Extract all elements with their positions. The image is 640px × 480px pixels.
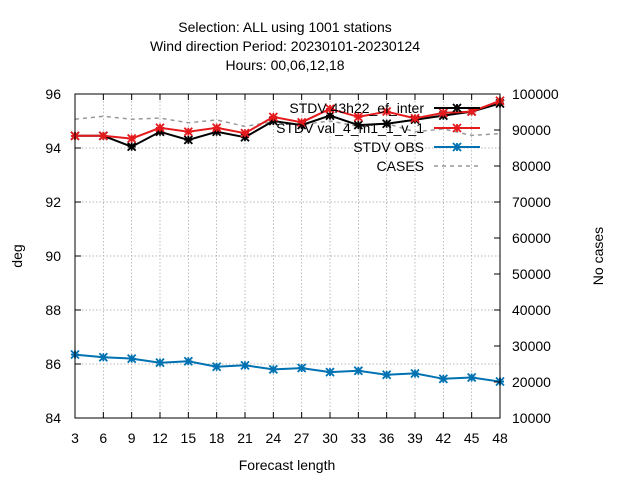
y-tick-label: 84 (45, 410, 61, 426)
y-tick-label: 86 (45, 356, 61, 372)
data-point (467, 372, 477, 383)
y2-tick-label: 100000 (512, 86, 559, 102)
legend-label: STDV OBS (353, 139, 424, 155)
data-point (353, 366, 363, 376)
grid (75, 94, 500, 418)
data-point (155, 127, 165, 137)
y-axis-label: deg (9, 244, 25, 267)
data-point (268, 112, 278, 122)
data-point (410, 368, 420, 379)
y2-tick-label: 20000 (512, 374, 551, 390)
x-tick-label: 45 (464, 430, 480, 446)
chart-title: Selection: ALL using 1001 stations Wind d… (150, 19, 420, 73)
x-tick-label: 3 (71, 430, 79, 446)
data-point (410, 113, 420, 123)
x-tick-label: 30 (322, 430, 338, 446)
plot-series (70, 96, 505, 387)
data-point (183, 135, 193, 145)
series-1 (70, 96, 505, 144)
x-tick-label: 33 (351, 430, 367, 446)
legend-label: STDV 43h22_ef_inter (289, 100, 424, 116)
title-line-2: Wind direction Period: 20230101-20230124 (150, 38, 420, 54)
legend-marker (452, 142, 462, 152)
y2-tick-label: 80000 (512, 158, 551, 174)
data-point (438, 374, 448, 384)
x-tick-label: 42 (436, 430, 452, 446)
data-point (155, 123, 165, 133)
data-point (325, 367, 335, 377)
y-tick-label: 96 (45, 86, 61, 102)
x-tick-label: 36 (379, 430, 395, 446)
x-tick-label: 39 (407, 430, 423, 446)
data-point (467, 106, 477, 117)
y2-tick-label: 40000 (512, 302, 551, 318)
data-point (212, 362, 222, 372)
data-point (127, 133, 137, 144)
x-axis-label: Forecast length (239, 457, 336, 473)
data-point (98, 352, 108, 362)
x-axis: 3 6 9 12 15 18 21 24 27 30 33 36 39 42 45 48 (71, 94, 508, 446)
x-tick-label: 9 (128, 430, 136, 446)
data-point (127, 142, 137, 152)
data-point (212, 123, 222, 133)
x-tick-label: 18 (209, 430, 225, 446)
data-point (382, 119, 392, 129)
y2-tick-label: 10000 (512, 410, 551, 426)
data-point (325, 104, 335, 114)
data-point (382, 106, 392, 117)
x-tick-label: 21 (237, 430, 253, 446)
y2-tick-label: 30000 (512, 338, 551, 354)
y-tick-label: 94 (45, 140, 61, 156)
title-line-3: Hours: 00,06,12,18 (225, 57, 344, 73)
data-point (240, 360, 250, 370)
y-tick-label: 88 (45, 302, 61, 318)
x-tick-label: 12 (152, 430, 168, 446)
data-point (268, 364, 278, 375)
data-point (353, 112, 363, 122)
series-line (75, 102, 501, 148)
title-line-1: Selection: ALL using 1001 stations (178, 19, 392, 35)
data-point (268, 116, 278, 126)
data-point (98, 131, 108, 141)
data-point (325, 110, 335, 121)
data-point (127, 353, 137, 364)
data-point (240, 128, 250, 138)
data-point (155, 358, 165, 368)
data-point (297, 363, 307, 373)
y2-axis: 10000 20000 30000 40000 50000 60000 70000 80000… (494, 86, 559, 426)
series-line (74, 353, 501, 383)
legend-marker (452, 123, 462, 133)
y-axis: 84 86 88 90 92 94 96 (45, 86, 81, 426)
data-point (183, 127, 193, 137)
x-tick-label: 27 (294, 430, 310, 446)
x-tick-label: 24 (266, 430, 282, 446)
y2-tick-label: 50000 (512, 266, 551, 282)
y2-tick-label: 60000 (512, 230, 551, 246)
data-point (240, 132, 250, 142)
legend-marker (452, 103, 462, 113)
x-tick-label: 48 (492, 430, 508, 446)
data-point (212, 127, 222, 137)
series-line (75, 99, 501, 140)
x-tick-label: 15 (181, 430, 197, 446)
y-tick-label: 92 (45, 194, 61, 210)
legend: STDV 43h22_ef_inter STDV val_4_m1_1_v_1 ST… (276, 100, 480, 174)
y2-tick-label: 70000 (512, 194, 551, 210)
y-tick-label: 90 (45, 248, 61, 264)
x-tick-label: 6 (99, 430, 107, 446)
y2-axis-label: No cases (590, 227, 606, 285)
data-point (297, 117, 307, 127)
legend-label: CASES (377, 158, 424, 174)
data-point (183, 356, 193, 366)
y2-tick-label: 90000 (512, 122, 551, 138)
legend-label: STDV val_4_m1_1_v_1 (276, 120, 424, 136)
data-point (353, 120, 363, 130)
data-point (438, 108, 448, 118)
series-2 (70, 349, 505, 387)
data-point (382, 370, 392, 380)
